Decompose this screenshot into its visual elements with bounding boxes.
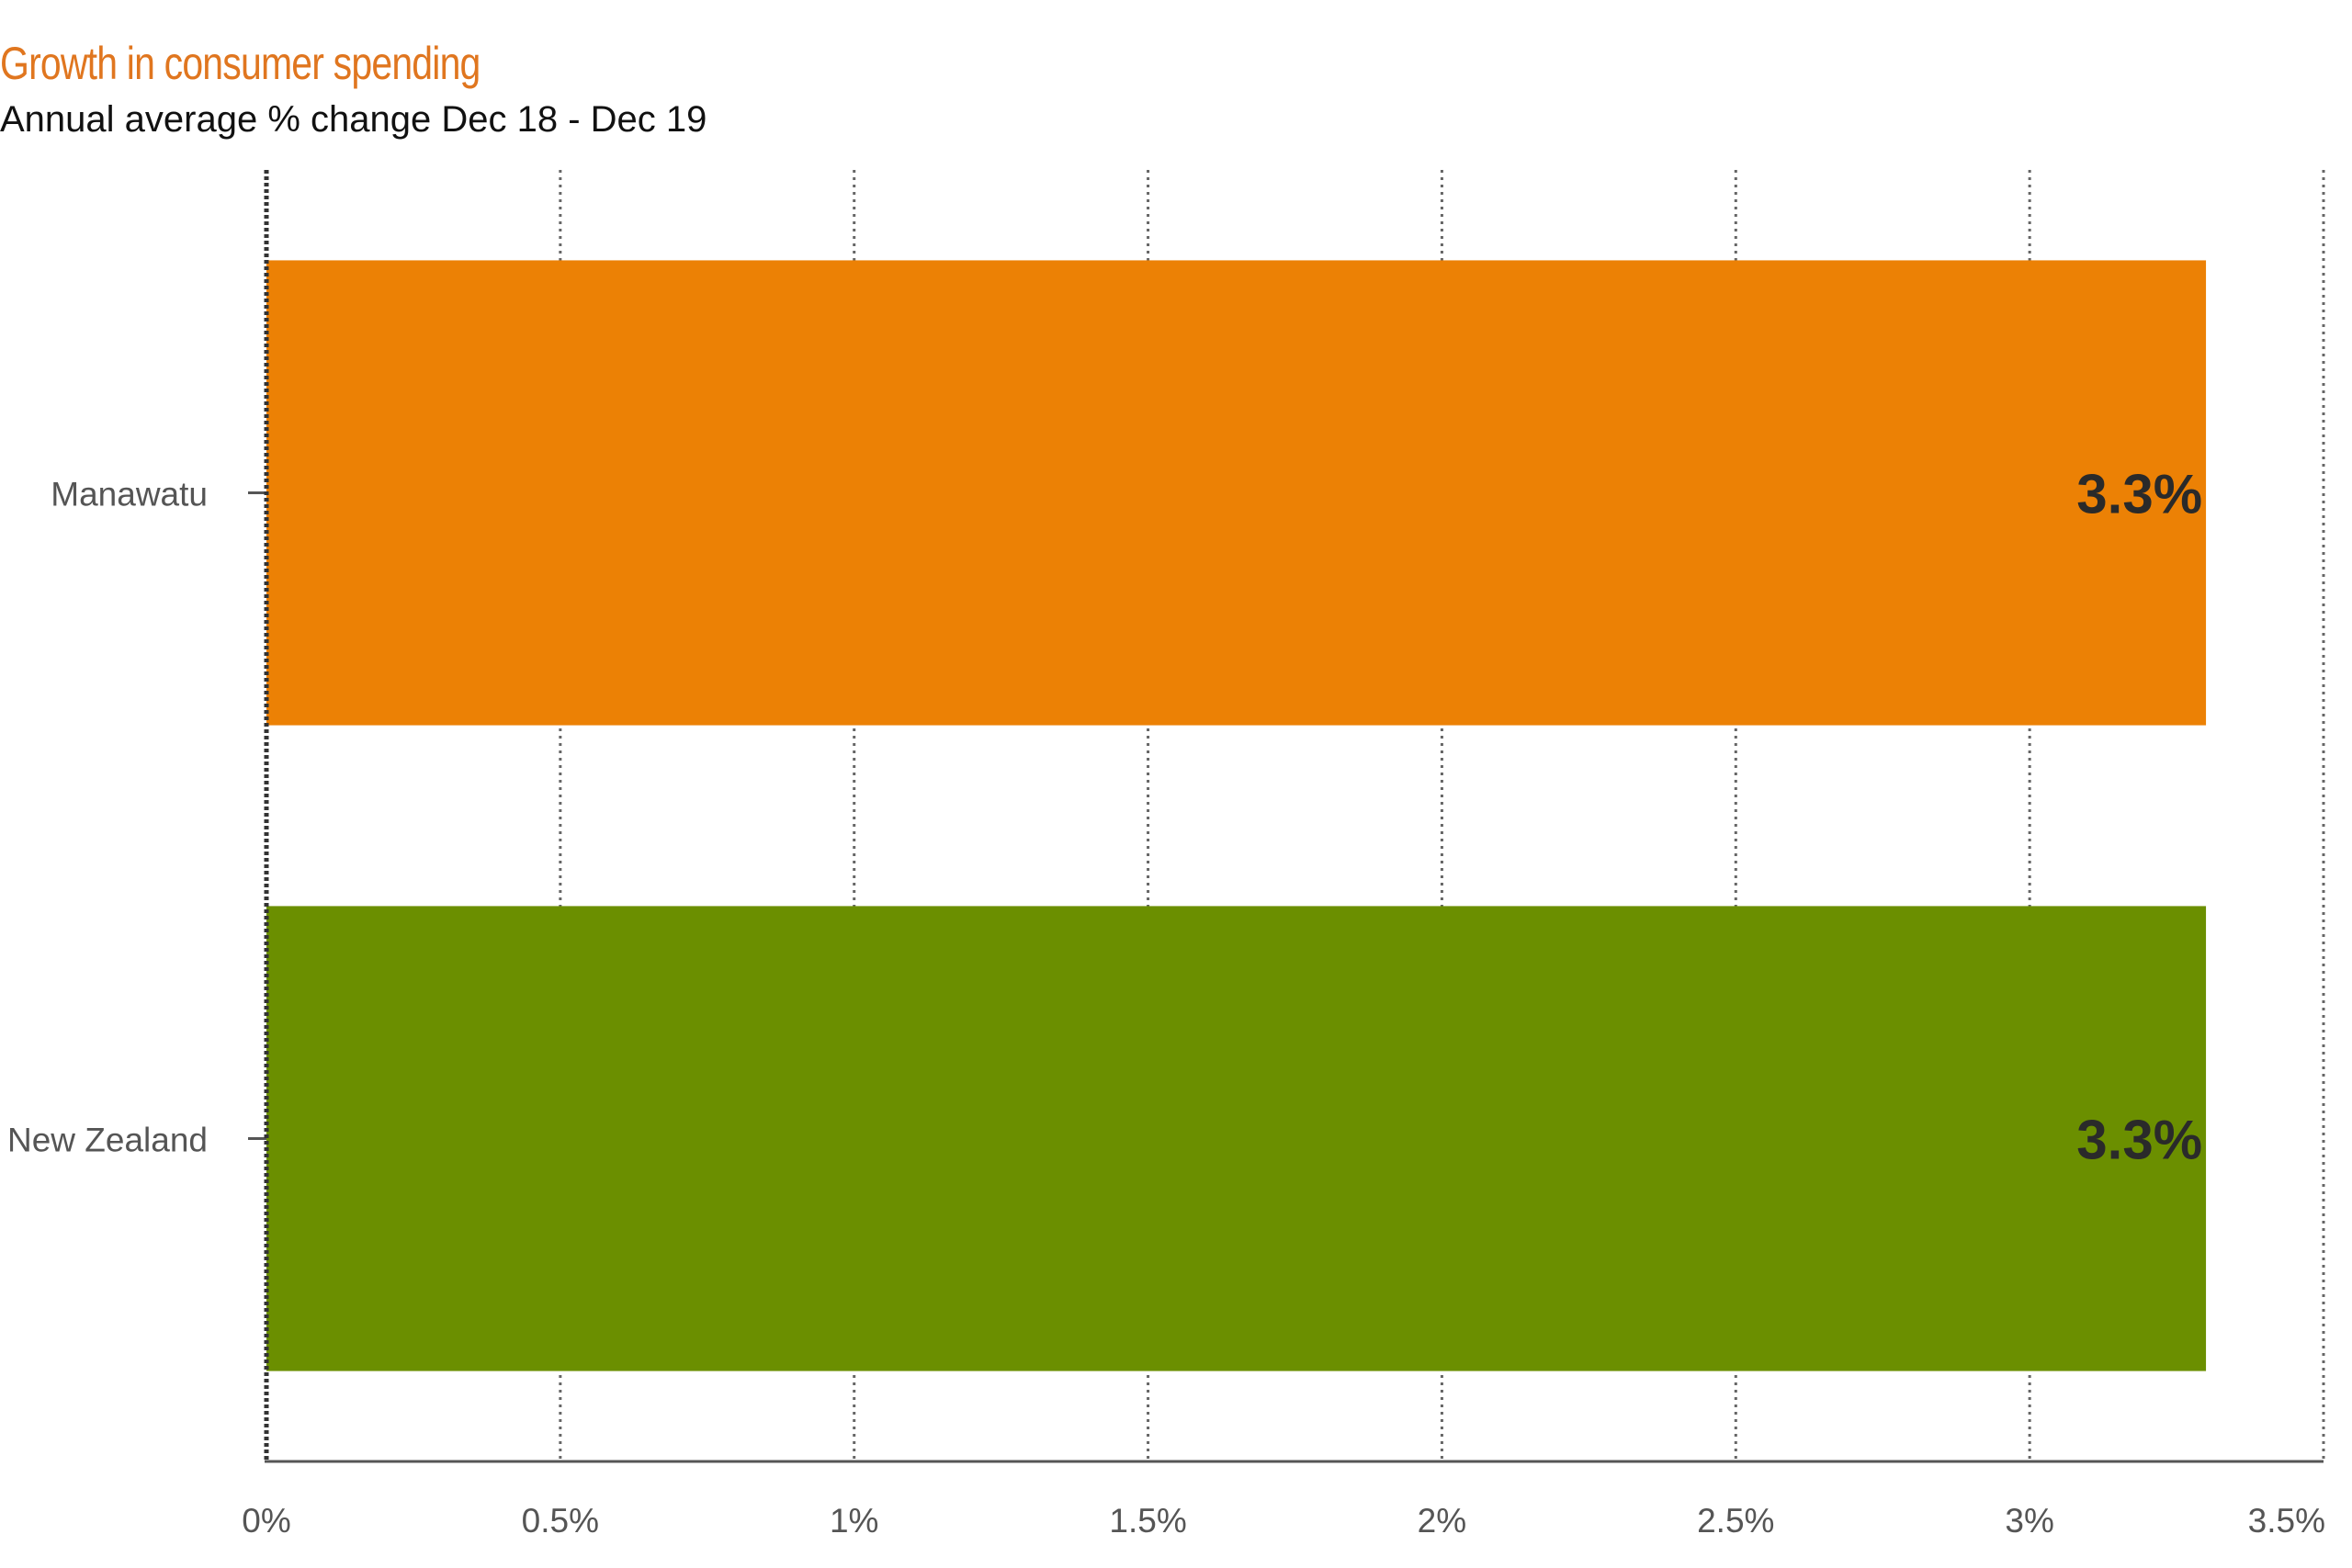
- label-layer: 3.3% Manawatu 3.3% New Zealand 0% 0.5% 1% 1.5% 2…: [7, 464, 2325, 1540]
- chart-title: Growth in consumer spending: [0, 38, 481, 89]
- x-tick-label: 0%: [242, 1502, 290, 1540]
- x-tick-label: 1.5%: [1109, 1502, 1186, 1540]
- x-tick-label: 0.5%: [522, 1502, 599, 1540]
- bar-manawatu: [266, 260, 2207, 726]
- y-tick-label: Manawatu: [51, 476, 208, 513]
- x-tick-label: 3%: [2005, 1502, 2053, 1540]
- data-label: 3.3%: [2076, 464, 2202, 525]
- y-tick-label: New Zealand: [7, 1122, 208, 1159]
- x-tick-label: 1%: [830, 1502, 878, 1540]
- data-label: 3.3%: [2076, 1110, 2202, 1171]
- x-tick-label: 2%: [1418, 1502, 1466, 1540]
- bar-layer: [266, 260, 2207, 1371]
- x-tick-label: 3.5%: [2248, 1502, 2325, 1540]
- x-tick-label: 2.5%: [1697, 1502, 1774, 1540]
- axis-layer: [248, 170, 2324, 1463]
- bar-new-zealand: [266, 906, 2207, 1371]
- chart-subtitle: Annual average % change Dec 18 - Dec 19: [0, 99, 707, 140]
